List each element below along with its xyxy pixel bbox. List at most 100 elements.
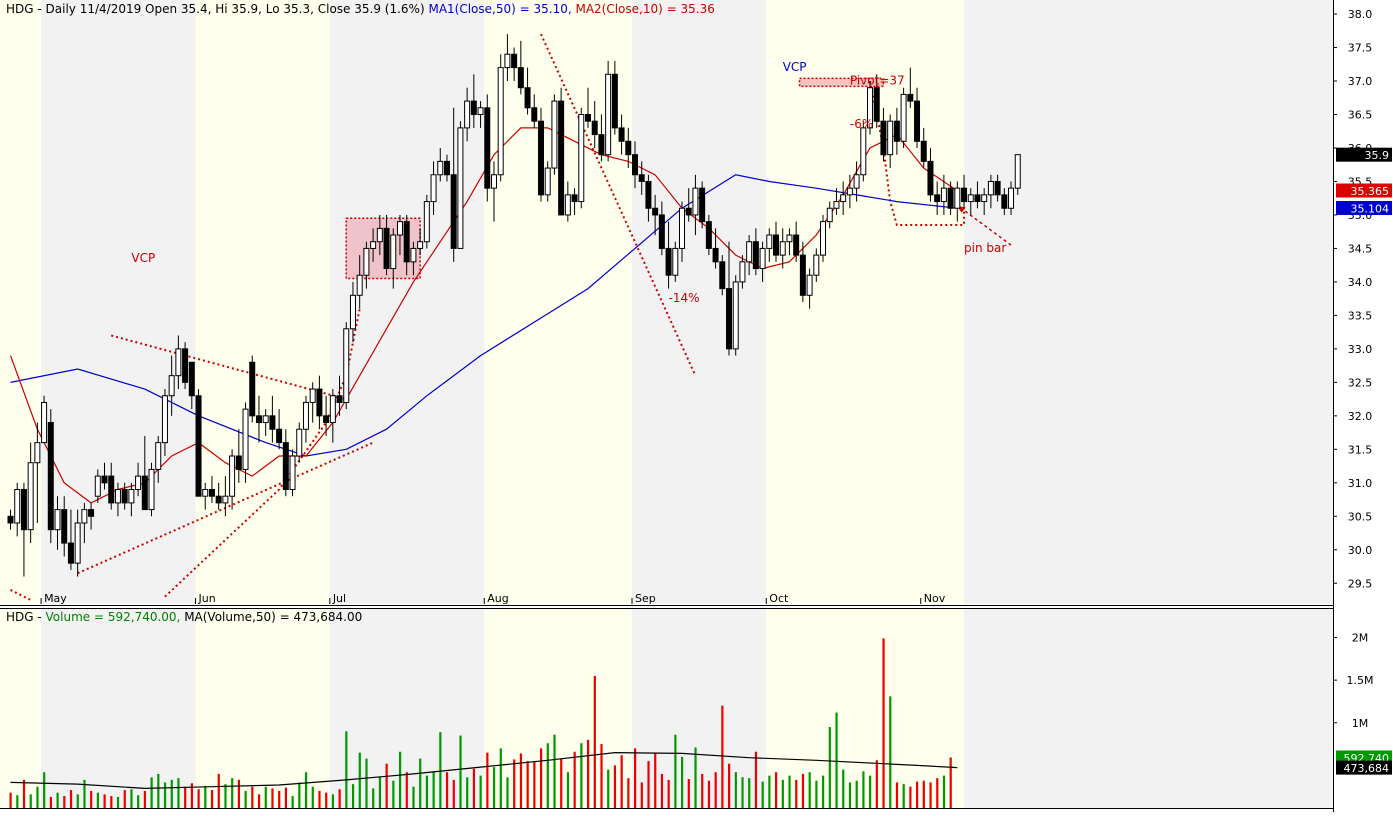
header-part: MA1(Close,50) = 35.10, xyxy=(428,2,575,16)
price-tick-label: 33.0 xyxy=(1348,343,1373,356)
candle-body xyxy=(578,113,585,203)
volume-bar xyxy=(607,769,610,808)
candle-body xyxy=(625,140,632,156)
candle-body xyxy=(914,100,921,142)
month-label: Oct xyxy=(769,592,789,605)
chart-annotation: VCP xyxy=(783,60,807,74)
volume-bar xyxy=(22,779,26,808)
candle-body xyxy=(759,247,766,270)
candle-body xyxy=(282,442,289,491)
month-label: Jul xyxy=(332,592,346,605)
volume-bar xyxy=(83,779,86,808)
header-part: Volume = 592,740.00, xyxy=(46,610,185,624)
volume-bars xyxy=(9,638,952,808)
candle-body xyxy=(605,73,612,156)
price-value-label: 35.365 xyxy=(1351,185,1390,198)
volume-bar xyxy=(828,727,831,808)
candles xyxy=(7,34,1021,577)
candle-body xyxy=(249,361,256,417)
trendline xyxy=(110,334,347,401)
volume-bar xyxy=(439,732,442,808)
volume-bar xyxy=(936,778,939,808)
candle-body xyxy=(961,187,968,203)
candle-body xyxy=(746,241,753,263)
candle-body xyxy=(652,207,659,216)
volume-bar xyxy=(177,778,180,808)
volume-bar xyxy=(472,768,476,808)
candle-body xyxy=(376,227,383,243)
volume-bar xyxy=(479,775,482,808)
volume-bar xyxy=(130,789,133,808)
candle-body xyxy=(1014,154,1021,189)
pin-bar-arrow xyxy=(958,206,1012,246)
volume-bar xyxy=(298,782,301,808)
candle-body xyxy=(504,53,511,69)
volume-bar xyxy=(869,775,872,808)
candle-body xyxy=(712,247,719,263)
candle-body xyxy=(497,67,504,176)
volume-bar xyxy=(942,775,946,808)
candle-body xyxy=(108,475,115,504)
candle-body xyxy=(302,401,309,430)
header-part: MA2(Close,10) = 35.36 xyxy=(575,2,714,16)
volume-bar xyxy=(667,779,670,808)
candle-body xyxy=(739,261,746,283)
candle-body xyxy=(356,274,363,296)
volume-bar xyxy=(43,772,46,808)
candle-body xyxy=(719,261,726,290)
candle-body xyxy=(611,73,618,129)
volume-bar xyxy=(506,777,509,808)
volume-bar xyxy=(398,751,402,808)
volume-bar xyxy=(103,794,106,808)
candle-body xyxy=(370,241,377,249)
candle-body xyxy=(101,475,108,484)
candle-body xyxy=(987,180,994,196)
volume-bar xyxy=(539,748,543,808)
price-value-label: 35.104 xyxy=(1351,202,1390,215)
candle-body xyxy=(1001,194,1008,209)
candle-body xyxy=(255,415,262,424)
candle-body xyxy=(430,174,437,203)
candle-body xyxy=(329,395,336,424)
price-panel-header: HDG - Daily 11/4/2019 Open 35.4, Hi 35.9… xyxy=(6,2,715,16)
candle-body xyxy=(309,388,316,403)
volume-bar xyxy=(754,751,758,808)
volume-bar xyxy=(573,751,576,808)
candle-body xyxy=(860,127,867,176)
volume-bar xyxy=(647,761,650,808)
volume-bar xyxy=(56,792,59,808)
volume-bar xyxy=(633,748,637,808)
moving-averages xyxy=(9,127,958,790)
candle-body xyxy=(74,522,81,564)
candle-body xyxy=(88,509,95,517)
candle-body xyxy=(786,234,793,243)
volume-bar xyxy=(902,784,905,808)
volume-bar xyxy=(63,796,66,808)
candle-body xyxy=(289,455,296,491)
volume-bar xyxy=(580,743,583,808)
candle-body xyxy=(296,428,303,457)
candle-body xyxy=(34,442,41,464)
volume-panel-header: HDG - Volume = 592,740.00, MA(Volume,50)… xyxy=(6,610,362,624)
volume-tick-label: 1.5M xyxy=(1347,674,1374,687)
candle-body xyxy=(967,194,974,203)
volume-bar xyxy=(586,739,590,808)
volume-bar xyxy=(284,787,288,808)
candle-body xyxy=(208,489,215,497)
volume-bar xyxy=(929,782,932,808)
candle-body xyxy=(1008,187,1015,209)
volume-bar xyxy=(257,794,261,808)
candle-body xyxy=(54,509,61,531)
volume-bar xyxy=(513,759,516,808)
volume-bar xyxy=(351,784,355,808)
volume-bar xyxy=(922,780,925,808)
candle-body xyxy=(544,167,551,196)
candle-body xyxy=(584,113,591,122)
candle-body xyxy=(631,154,638,176)
candle-body xyxy=(934,194,941,203)
candle-body xyxy=(417,241,424,249)
candle-body xyxy=(705,221,712,249)
price-tick-label: 33.5 xyxy=(1348,309,1373,322)
price-tick-label: 29.5 xyxy=(1348,577,1373,590)
candle-body xyxy=(229,455,236,497)
